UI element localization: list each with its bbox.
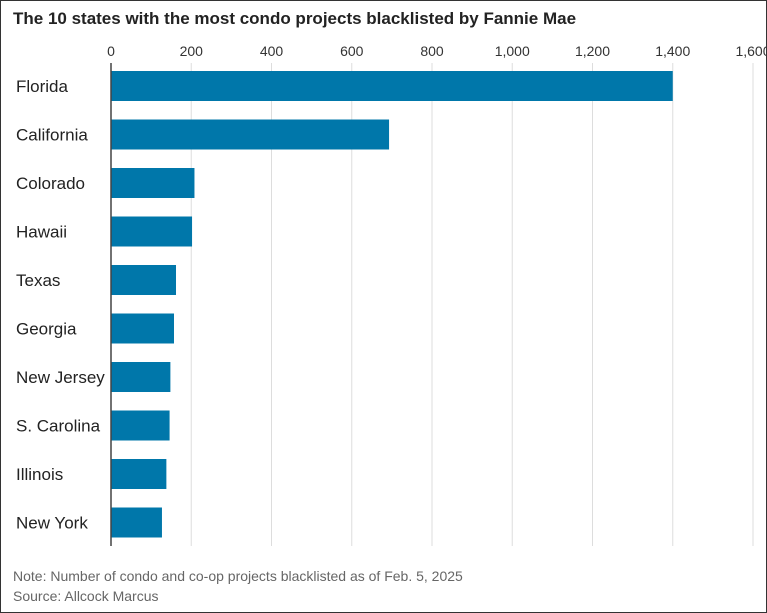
bar xyxy=(111,313,174,344)
x-tick-label: 1,400 xyxy=(655,43,690,59)
chart-source: Source: Allcock Marcus xyxy=(13,588,159,604)
x-tick-label: 1,200 xyxy=(575,43,610,59)
bar xyxy=(111,265,177,295)
bar xyxy=(111,410,170,441)
x-tick-label: 600 xyxy=(340,43,364,59)
x-tick-label: 400 xyxy=(260,43,284,59)
x-tick-label: 1,600 xyxy=(735,43,766,59)
category-label: California xyxy=(16,126,88,145)
bar xyxy=(111,362,171,392)
category-label: Georgia xyxy=(16,320,77,339)
category-label: S. Carolina xyxy=(16,417,101,436)
category-label: Texas xyxy=(16,271,60,290)
category-label: Illinois xyxy=(16,465,63,484)
bar xyxy=(111,459,167,489)
category-label: Hawaii xyxy=(16,223,67,242)
chart-note: Note: Number of condo and co-op projects… xyxy=(13,568,463,584)
bar xyxy=(111,216,193,247)
bar xyxy=(111,168,195,198)
x-tick-label: 200 xyxy=(180,43,204,59)
category-label: New York xyxy=(16,514,88,533)
bar xyxy=(111,119,390,150)
chart-title: The 10 states with the most condo projec… xyxy=(13,9,577,28)
x-tick-label: 1,000 xyxy=(495,43,530,59)
category-label: Florida xyxy=(16,77,69,96)
category-label: New Jersey xyxy=(16,368,105,387)
x-tick-label: 0 xyxy=(107,43,115,59)
x-tick-label: 800 xyxy=(420,43,444,59)
bar xyxy=(111,507,162,538)
bar xyxy=(111,71,673,101)
category-label: Colorado xyxy=(16,174,85,193)
